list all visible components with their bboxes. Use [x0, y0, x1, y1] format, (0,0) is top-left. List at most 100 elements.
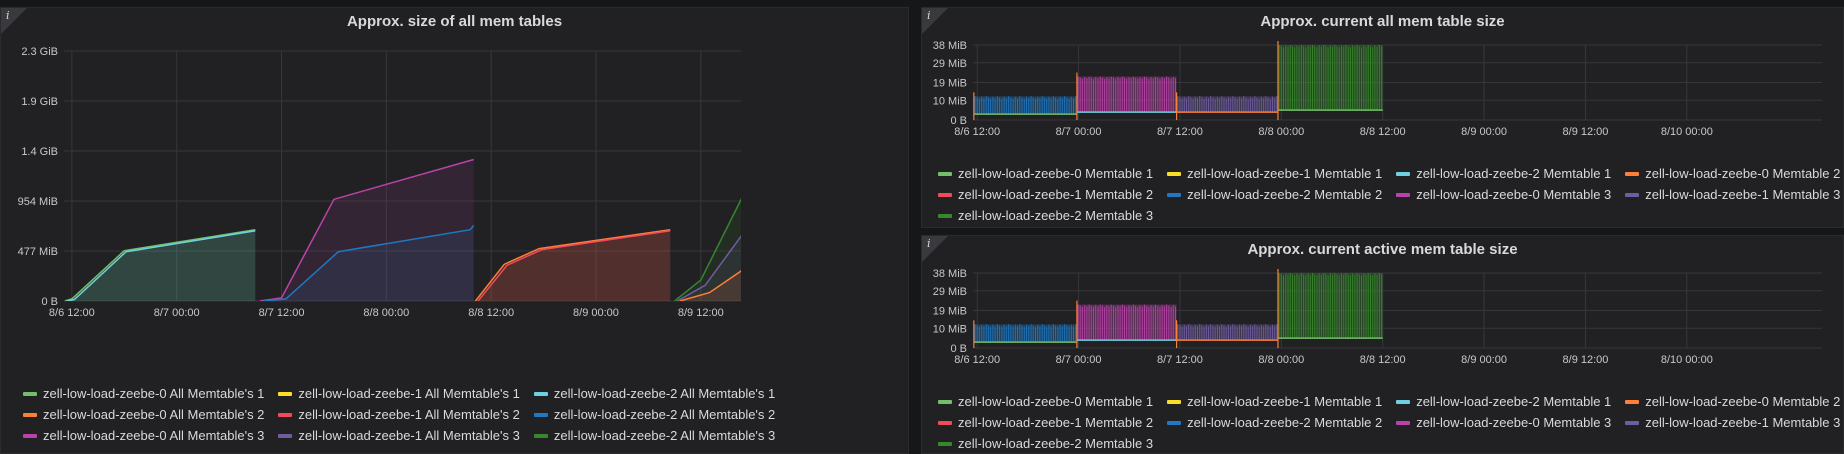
- x-tick-label: 8/10 00:00: [1661, 354, 1713, 366]
- legend-label: zell-low-load-zeebe-0 All Memtable's 3: [43, 428, 265, 443]
- segment-1: [1076, 72, 1177, 120]
- legend-item[interactable]: zell-low-load-zeebe-0 Memtable 1: [938, 166, 1153, 181]
- y-tick-label: 10 MiB: [933, 323, 967, 335]
- panel-title[interactable]: Approx. current all mem table size: [1260, 13, 1505, 30]
- x-tick-label: 8/9 00:00: [1461, 126, 1507, 138]
- legend-item[interactable]: zell-low-load-zeebe-0 Memtable 1: [938, 394, 1153, 409]
- legend-swatch: [938, 441, 952, 446]
- legend-item[interactable]: zell-low-load-zeebe-2 Memtable 1: [1396, 394, 1611, 409]
- segment-fill: [973, 96, 1077, 115]
- legend-item[interactable]: zell-low-load-zeebe-2 Memtable 2: [1167, 187, 1382, 202]
- legend-item[interactable]: zell-low-load-zeebe-0 All Memtable's 1: [23, 386, 264, 401]
- x-tick-label: 8/8 00:00: [1258, 126, 1304, 138]
- legend-item[interactable]: zell-low-load-zeebe-2 All Memtable's 3: [533, 428, 776, 443]
- series-area-8: [679, 271, 741, 301]
- panel-title[interactable]: Approx. current active mem table size: [1247, 241, 1518, 258]
- legend-item[interactable]: zell-low-load-zeebe-1 Memtable 3: [1625, 187, 1840, 202]
- x-tick-label: 8/9 12:00: [678, 307, 724, 319]
- legend-label: zell-low-load-zeebe-1 Memtable 1: [1187, 394, 1383, 409]
- legend-item[interactable]: zell-low-load-zeebe-2 All Memtable's 1: [533, 386, 775, 401]
- legend-item[interactable]: zell-low-load-zeebe-1 Memtable 1: [1167, 166, 1382, 181]
- chart-legend: zell-low-load-zeebe-0 All Memtable's 1 ze…: [23, 383, 789, 446]
- x-tick-label: 8/6 12:00: [954, 126, 1000, 138]
- legend-item[interactable]: zell-low-load-zeebe-1 Memtable 2: [938, 415, 1153, 430]
- segment-3: [1277, 41, 1383, 120]
- info-icon[interactable]: i: [6, 9, 10, 22]
- y-tick-label: 0 B: [950, 115, 967, 127]
- chart-legend: zell-low-load-zeebe-0 Memtable 1 zell-low…: [938, 391, 1843, 453]
- legend-item[interactable]: zell-low-load-zeebe-2 Memtable 3: [938, 208, 1153, 223]
- x-tick-label: 8/8 00:00: [363, 307, 409, 319]
- x-tick-label: 8/9 12:00: [1563, 354, 1609, 366]
- legend-item[interactable]: zell-low-load-zeebe-1 All Memtable's 2: [278, 407, 520, 422]
- legend-item[interactable]: zell-low-load-zeebe-0 Memtable 3: [1396, 187, 1611, 202]
- panel-corner[interactable]: [1, 8, 27, 34]
- legend-swatch: [1625, 420, 1640, 425]
- panel-title[interactable]: Approx. size of all mem tables: [346, 13, 563, 30]
- panel-current-all-mem-table-size: i Approx. current all mem table size 0 B…: [921, 7, 1844, 228]
- x-tick-label: 8/7 12:00: [1157, 354, 1203, 366]
- legend-label: zell-low-load-zeebe-1 Memtable 2: [958, 415, 1154, 430]
- y-tick-label: 0 B: [950, 343, 967, 355]
- panel-corner[interactable]: [922, 8, 948, 34]
- legend-label: zell-low-load-zeebe-0 Memtable 2: [1645, 394, 1841, 409]
- legend-swatch: [1396, 399, 1411, 404]
- legend-item[interactable]: zell-low-load-zeebe-0 Memtable 2: [1625, 166, 1840, 181]
- legend-label: zell-low-load-zeebe-2 Memtable 1: [1416, 394, 1612, 409]
- y-tick-label: 477 MiB: [18, 246, 58, 258]
- segment-fill: [973, 324, 1077, 343]
- segment-spikes: [1278, 273, 1383, 339]
- series-area-2: [259, 159, 474, 301]
- segment-spikes: [1177, 96, 1278, 113]
- series-line-0: [64, 228, 256, 301]
- segment-0: [973, 92, 1077, 120]
- legend-label: zell-low-load-zeebe-0 All Memtable's 1: [43, 386, 265, 401]
- legend-item[interactable]: zell-low-load-zeebe-2 Memtable 3: [938, 436, 1153, 451]
- legend-swatch: [278, 412, 293, 417]
- legend-item[interactable]: zell-low-load-zeebe-2 Memtable 1: [1396, 166, 1611, 181]
- legend-swatch: [1167, 420, 1182, 425]
- legend-item[interactable]: zell-low-load-zeebe-0 Memtable 2: [1625, 394, 1840, 409]
- legend-swatch: [1167, 399, 1182, 404]
- series-line-3: [263, 225, 475, 301]
- y-tick-label: 1.4 GiB: [21, 146, 58, 158]
- legend-item[interactable]: zell-low-load-zeebe-1 All Memtable's 1: [278, 386, 520, 401]
- legend-swatch: [533, 391, 548, 396]
- x-tick-label: 8/7 12:00: [1157, 126, 1203, 138]
- segment-spikes: [1177, 324, 1278, 341]
- legend-swatch: [1625, 192, 1640, 197]
- info-icon[interactable]: i: [927, 237, 931, 250]
- legend-swatch: [1396, 420, 1411, 425]
- series-area-5: [478, 230, 671, 301]
- series-area-0: [64, 229, 256, 301]
- legend-item[interactable]: zell-low-load-zeebe-1 Memtable 2: [938, 187, 1153, 202]
- legend-item[interactable]: zell-low-load-zeebe-0 Memtable 3: [1396, 415, 1611, 430]
- legend-label: zell-low-load-zeebe-1 All Memtable's 2: [298, 407, 520, 422]
- legend-item[interactable]: zell-low-load-zeebe-2 Memtable 2: [1167, 415, 1382, 430]
- legend-item[interactable]: zell-low-load-zeebe-0 All Memtable's 3: [23, 428, 264, 443]
- panel-current-active-mem-table-size: i Approx. current active mem table size …: [921, 235, 1844, 454]
- panel-all-mem-tables-size: i Approx. size of all mem tables 0 B 477 …: [0, 7, 909, 454]
- series-line-1: [67, 230, 256, 301]
- legend-item[interactable]: zell-low-load-zeebe-1 Memtable 3: [1625, 415, 1840, 430]
- series-area-6: [674, 199, 741, 301]
- info-icon[interactable]: i: [927, 9, 931, 22]
- x-tick-label: 8/8 12:00: [468, 307, 514, 319]
- segment-fill: [1176, 324, 1278, 341]
- legend-label: zell-low-load-zeebe-2 Memtable 1: [1416, 166, 1612, 181]
- segment-fill: [1176, 96, 1278, 113]
- legend-item[interactable]: zell-low-load-zeebe-2 All Memtable's 2: [533, 407, 775, 422]
- legend-swatch: [1625, 399, 1640, 404]
- legend-item[interactable]: zell-low-load-zeebe-1 All Memtable's 3: [278, 428, 520, 443]
- panel-corner[interactable]: [922, 236, 948, 262]
- legend-label: zell-low-load-zeebe-2 Memtable 2: [1187, 415, 1383, 430]
- legend-label: zell-low-load-zeebe-2 All Memtable's 3: [553, 428, 776, 443]
- legend-row: zell-low-load-zeebe-0 All Memtable's 1 ze…: [23, 383, 789, 404]
- legend-swatch: [1396, 171, 1411, 176]
- x-tick-label: 8/10 00:00: [1661, 126, 1713, 138]
- legend-item[interactable]: zell-low-load-zeebe-0 All Memtable's 2: [23, 407, 264, 422]
- legend-item[interactable]: zell-low-load-zeebe-1 Memtable 1: [1167, 394, 1382, 409]
- series-line-7: [676, 235, 741, 301]
- legend-row: zell-low-load-zeebe-0 Memtable 1 zell-low…: [938, 391, 1843, 412]
- legend-label: zell-low-load-zeebe-0 All Memtable's 2: [43, 407, 265, 422]
